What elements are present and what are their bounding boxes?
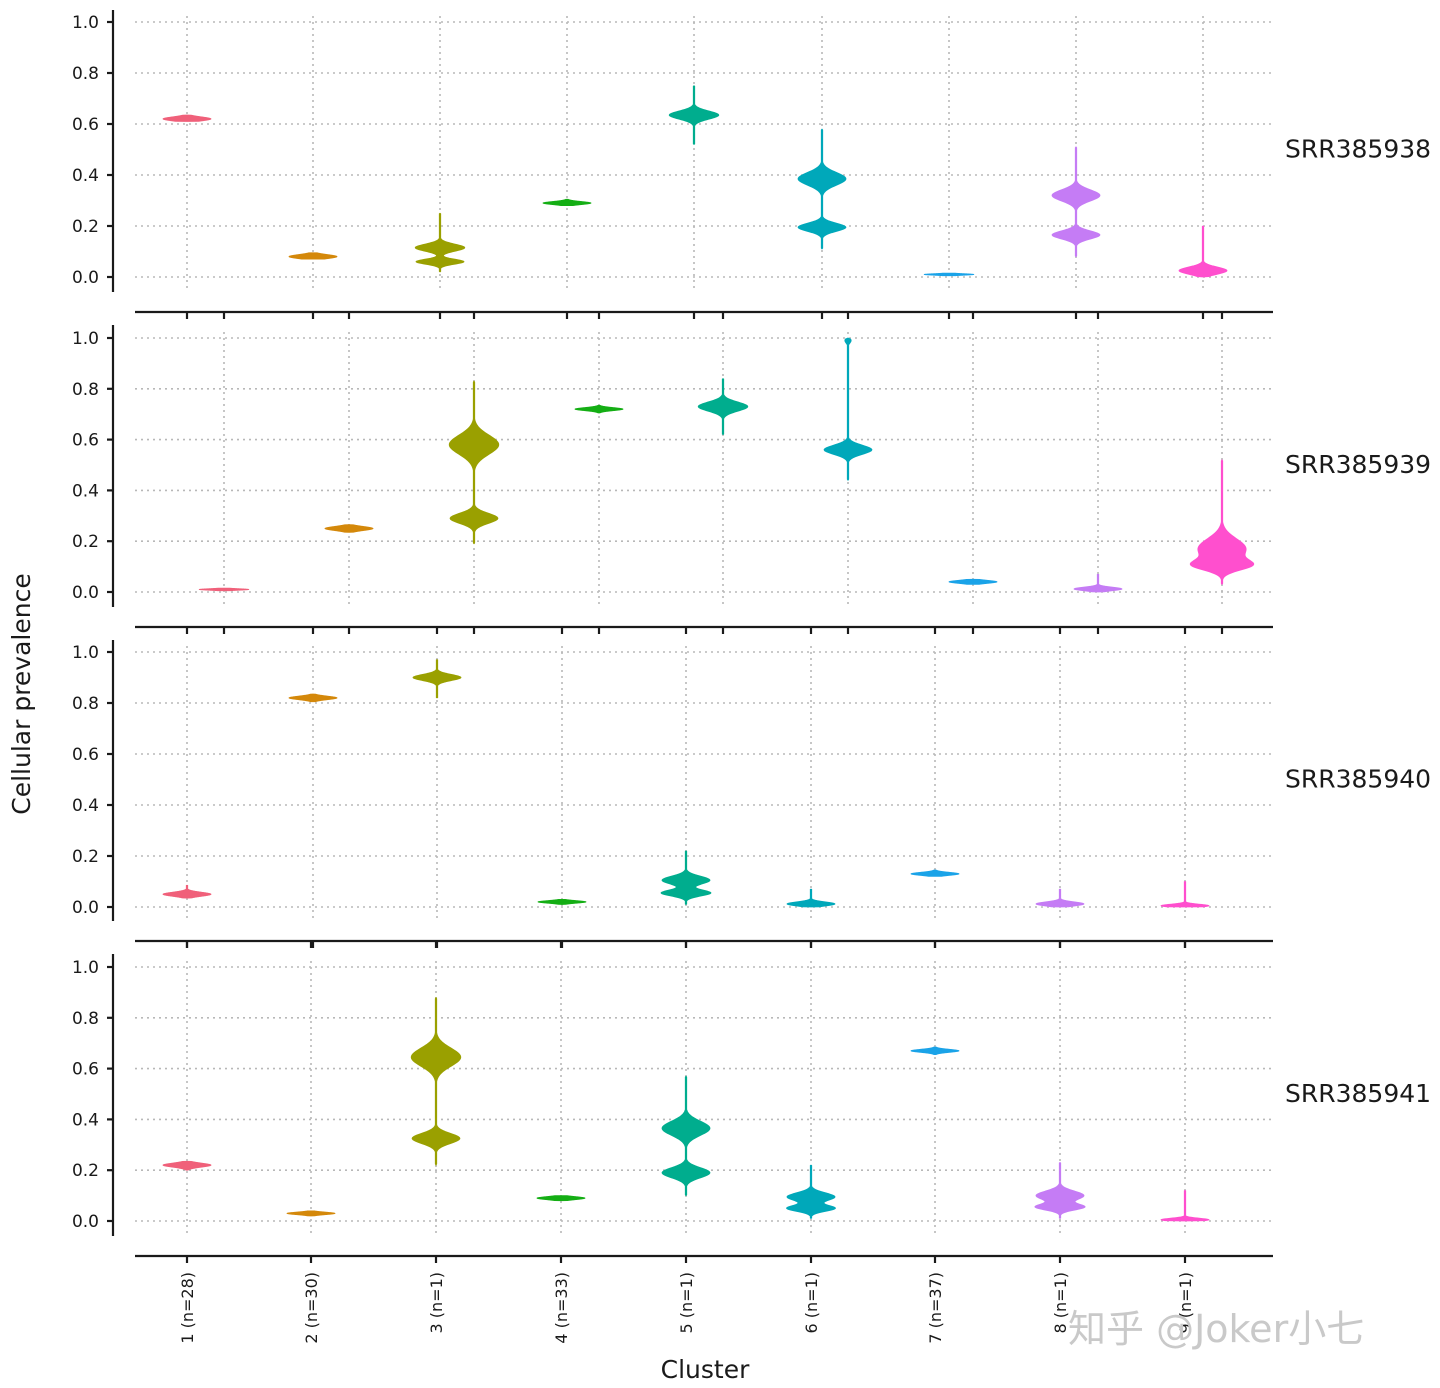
panel-SRR385938: 0.0 0.2 0.4 0.6 0.8 1.0 SRR385938 <box>72 10 1431 319</box>
violin-cluster-6 <box>823 337 873 481</box>
y-tick-label: 0.6 <box>72 115 99 135</box>
y-tick-label: 0.6 <box>72 745 99 765</box>
violin-cluster-9 <box>1160 881 1210 908</box>
violin-cluster-9 <box>1178 225 1228 278</box>
category-label: 6 (n=1) <box>802 1272 821 1333</box>
y-tick-label: 0.4 <box>72 796 99 816</box>
violin-cluster-3 <box>410 997 462 1166</box>
y-tick-label: 1.0 <box>72 643 99 663</box>
y-tick-label: 0.0 <box>72 583 99 603</box>
category-label: 7 (n=37) <box>926 1272 945 1344</box>
y-tick-label: 0.6 <box>72 431 99 451</box>
category-label: 9 (n=1) <box>1176 1272 1195 1333</box>
y-tick-label: 0.8 <box>72 380 99 400</box>
violin-cluster-2 <box>324 524 374 533</box>
violin-cluster-4 <box>542 198 592 206</box>
y-tick-label: 0.2 <box>72 217 99 237</box>
violin-cluster-1 <box>162 1160 212 1171</box>
sample-label: SRR385940 <box>1285 765 1431 794</box>
panel-SRR385940: 0.0 0.2 0.4 0.6 0.8 1.0 SRR385940 <box>72 627 1431 948</box>
violin-cluster-3 <box>412 659 462 699</box>
x-axis-title: Cluster <box>661 1355 750 1384</box>
violin-cluster-2 <box>288 252 338 260</box>
violin-cluster-7 <box>948 578 998 585</box>
category-label: 2 (n=30) <box>302 1272 321 1344</box>
violin-cluster-4 <box>574 404 624 414</box>
y-tick-label: 0.2 <box>72 847 99 867</box>
y-tick-label: 0.2 <box>72 1161 99 1181</box>
category-label: 8 (n=1) <box>1051 1272 1070 1333</box>
violin-cluster-7 <box>910 1046 960 1056</box>
sample-label: SRR385938 <box>1285 135 1431 164</box>
watermark: 知乎 @Joker小七 <box>1068 1307 1364 1351</box>
y-tick-label: 0.8 <box>72 64 99 84</box>
violin-cluster-3 <box>448 380 500 545</box>
y-tick-label: 0.0 <box>72 898 99 918</box>
bottom-axis: 1 (n=28) 2 (n=30) 3 (n=1) 4 (n=33) 5 (n=1) 6 … <box>178 1272 1195 1344</box>
y-tick-label: 0.8 <box>72 1009 99 1029</box>
violin-cluster-4 <box>537 898 587 905</box>
y-tick-label: 0.0 <box>72 268 99 288</box>
violin-cluster-5 <box>660 850 712 905</box>
violin-cluster-5 <box>668 85 720 145</box>
sample-label: SRR385941 <box>1285 1079 1431 1108</box>
y-tick-label: 0.2 <box>72 532 99 552</box>
sample-label: SRR385939 <box>1285 450 1431 479</box>
violin-cluster-7 <box>923 272 975 277</box>
y-tick-label: 1.0 <box>72 13 99 33</box>
y-tick-label: 0.8 <box>72 694 99 714</box>
violin-cluster-8 <box>1035 888 1085 908</box>
violin-cluster-4 <box>536 1195 586 1202</box>
y-tick-label: 0.4 <box>72 481 99 501</box>
y-tick-label: 0.0 <box>72 1212 99 1232</box>
y-tick-label: 0.6 <box>72 1060 99 1080</box>
violin-cluster-1 <box>162 884 212 899</box>
panel-SRR385941: 0.0 0.2 0.4 0.6 0.8 1.0 SRR385941 <box>72 941 1431 1263</box>
violin-cluster-6 <box>786 888 836 908</box>
panels: 0.00.20.40.60.81.0SRR3859380.00.20.40.60… <box>72 10 1431 1263</box>
violin-cluster-6 <box>786 1164 836 1219</box>
violin-cluster-8 <box>1073 573 1123 593</box>
y-tick-label: 1.0 <box>72 329 99 349</box>
category-label: 4 (n=33) <box>552 1272 571 1344</box>
violin-cluster-9 <box>1189 459 1255 585</box>
y-tick-label: 0.4 <box>72 166 99 186</box>
category-label: 5 (n=1) <box>677 1272 696 1333</box>
y-tick-label: 0.4 <box>72 1110 99 1130</box>
violin-cluster-3 <box>414 212 466 273</box>
violin-cluster-5 <box>697 378 749 435</box>
category-label: 3 (n=1) <box>427 1272 446 1333</box>
violin-cluster-2 <box>286 1210 336 1217</box>
violin-cluster-8 <box>1034 1162 1086 1219</box>
violin-cluster-6 <box>797 128 847 250</box>
panel-SRR385939: 0.0 0.2 0.4 0.6 0.8 1.0 SRR385939 <box>72 312 1431 634</box>
violin-cluster-8 <box>1051 146 1101 257</box>
violin-cluster-9 <box>1160 1190 1210 1222</box>
category-label: 1 (n=28) <box>178 1272 197 1344</box>
violin-cluster-5 <box>661 1075 711 1196</box>
y-axis-title: Cellular prevalence <box>7 573 36 814</box>
y-tick-label: 1.0 <box>72 958 99 978</box>
violin-cluster-1 <box>198 587 250 592</box>
violin-cluster-7 <box>910 869 960 877</box>
violin-cluster-2 <box>288 693 338 703</box>
violin-cluster-1 <box>162 114 212 122</box>
